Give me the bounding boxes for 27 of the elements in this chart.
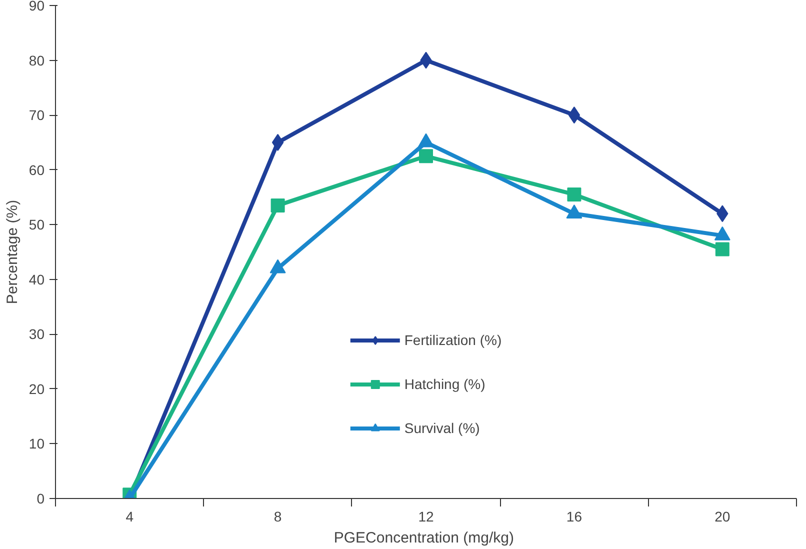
- point: [568, 106, 580, 124]
- y-tick-label: 10: [28, 436, 45, 452]
- x-axis-title: PGEConcentration (mg/kg): [334, 530, 514, 546]
- legend-label: Hatching (%): [404, 376, 486, 392]
- y-tick-label: 70: [28, 107, 45, 124]
- y-tick-label: 50: [28, 216, 45, 233]
- point: [272, 134, 284, 151]
- legend-label: Survival (%): [404, 420, 480, 436]
- y-tick-label: 0: [36, 490, 45, 506]
- point: [715, 242, 730, 256]
- point: [270, 198, 285, 212]
- x-tick-label: 12: [418, 508, 434, 524]
- y-tick-label: 80: [28, 52, 45, 68]
- y-tick-label: 30: [28, 326, 45, 342]
- point: [270, 259, 286, 274]
- x-tick-label: 20: [714, 508, 730, 524]
- y-tick-label: 90: [28, 0, 45, 14]
- y-tick-label: 60: [28, 162, 45, 178]
- point: [419, 149, 433, 164]
- y-axis-title: Percentage (%): [4, 200, 21, 304]
- y-tick-label: 40: [28, 271, 45, 288]
- legend-label: Fertilization (%): [404, 332, 502, 348]
- x-tick-label: 8: [274, 508, 282, 524]
- x-tick-label: 4: [126, 508, 134, 524]
- point: [567, 187, 582, 202]
- x-tick-label: 16: [566, 508, 582, 524]
- y-tick-label: 20: [28, 380, 45, 397]
